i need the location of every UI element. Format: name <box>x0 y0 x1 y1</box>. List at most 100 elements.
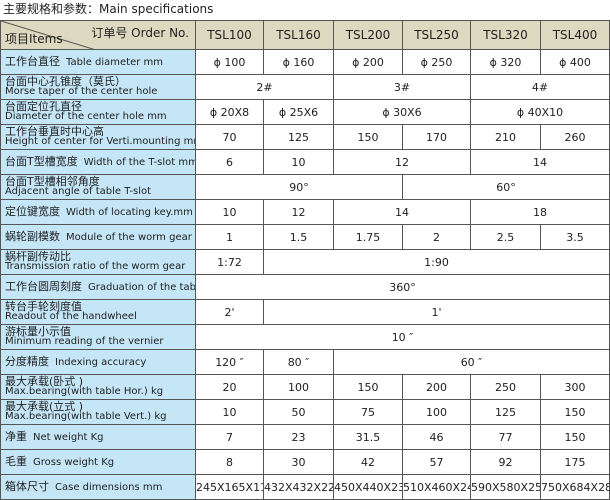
value-cell: ϕ 250 <box>402 49 471 75</box>
row-label: 台面T型槽宽度 Width of the T-slot mm <box>0 149 196 175</box>
value-cell: 14 <box>333 199 471 225</box>
value-cell: 1 <box>195 224 264 250</box>
value-cell: 10 <box>263 149 334 175</box>
model-header-tsl250: TSL250 <box>402 20 471 50</box>
table-row: 转台手轮刻度值 Readout of the handwheel 2' 1' <box>0 299 610 325</box>
row-label: 净重 Net weight Kg <box>0 424 196 450</box>
label-en: Max.bearing(with table Hor.) kg <box>5 386 164 397</box>
row-label: 游标量小示值 Minimum reading of the vernier <box>0 324 196 350</box>
value-cell: 12 <box>333 149 471 175</box>
label-en: Height of center for Verti.mounting mm <box>5 136 196 147</box>
label-cn: 分度精度 <box>5 354 49 368</box>
label-en: Readout of the handwheel <box>5 311 137 322</box>
table-row: 蜗杆副传动比 Transmission ratio of the worm gea… <box>0 249 610 275</box>
value-cell: 8 <box>195 449 264 475</box>
table-row: 游标量小示值 Minimum reading of the vernier 10 ″ <box>0 324 610 350</box>
value-cell: 70 <box>195 124 264 150</box>
value-cell: 3# <box>333 74 471 100</box>
value-cell: 31.5 <box>333 424 403 450</box>
value-cell: 510X460X240 <box>402 474 471 500</box>
model-header-tsl160: TSL160 <box>263 20 334 50</box>
header-corner-cell: 订单号 Order No. 项目Items <box>0 20 196 50</box>
specifications-table: 订单号 Order No. 项目Items TSL100 TSL160 TSL200… <box>0 20 610 500</box>
label-cn: 工作台垂直时中心高 <box>5 125 104 138</box>
value-cell: 2 <box>402 224 471 250</box>
value-cell: 120 ″ <box>195 349 264 375</box>
value-cell: 210 <box>470 124 541 150</box>
model-header-tsl200: TSL200 <box>333 20 403 50</box>
value-cell: 300 <box>540 374 610 400</box>
value-cell: 150 <box>333 374 403 400</box>
label-en: Case dimensions mm <box>55 481 163 493</box>
label-cn: 净重 <box>5 429 27 443</box>
label-cn: 最大承载(立式 ) <box>5 400 84 413</box>
value-cell: 60 ″ <box>333 349 610 375</box>
label-cn: 工作台直径 <box>5 54 60 68</box>
value-cell: 150 <box>333 124 403 150</box>
value-cell: ϕ 400 <box>540 49 610 75</box>
value-cell: 590X580X250 <box>470 474 541 500</box>
label-en: Module of the worm gear <box>66 231 192 243</box>
label-cn: 台面T型槽宽度 <box>5 154 78 168</box>
value-cell: ϕ 160 <box>263 49 334 75</box>
value-cell: 75 <box>333 399 403 425</box>
value-cell: 260 <box>540 124 610 150</box>
value-cell: 125 <box>263 124 334 150</box>
value-cell: 432X432X220 <box>263 474 334 500</box>
label-cn: 工作台圆周刻度 <box>5 279 82 293</box>
row-label: 最大承载(卧式 ) Max.bearing(with table Hor.) kg <box>0 374 196 400</box>
value-cell: 50 <box>263 399 334 425</box>
row-label: 最大承载(立式 ) Max.bearing(with table Vert.) k… <box>0 399 196 425</box>
label-cn: 最大承载(卧式 ) <box>5 375 84 388</box>
value-cell: 450X440X235 <box>333 474 403 500</box>
value-cell: ϕ 20X8 <box>195 99 264 125</box>
value-cell: 100 <box>263 374 334 400</box>
row-label: 工作台垂直时中心高 Height of center for Verti.moun… <box>0 124 196 150</box>
label-cn: 毛重 <box>5 454 27 468</box>
value-cell: 20 <box>195 374 264 400</box>
row-label: 转台手轮刻度值 Readout of the handwheel <box>0 299 196 325</box>
row-label: 毛重 Gross weight Kg <box>0 449 196 475</box>
value-cell: 750X684X286 <box>540 474 610 500</box>
value-cell: 92 <box>470 449 541 475</box>
value-cell: ϕ 320 <box>470 49 541 75</box>
page-title: 主要规格和参数：Main specifications <box>3 2 214 16</box>
value-cell: ϕ 40X10 <box>470 99 610 125</box>
value-cell: 60° <box>402 174 610 200</box>
value-cell: 2' <box>195 299 264 325</box>
label-en: Minimum reading of the vernier <box>5 336 164 347</box>
value-cell: 175 <box>540 449 610 475</box>
row-label: 台面定位孔直径 Diameter of the center hole mm <box>0 99 196 125</box>
table-row: 工作台垂直时中心高 Height of center for Verti.moun… <box>0 124 610 150</box>
value-cell: 3.5 <box>540 224 610 250</box>
value-cell: 10 <box>195 399 264 425</box>
label-cn: 蜗轮副模数 <box>5 229 60 243</box>
row-label: 台面中心孔锥度（莫氏） Morse taper of the center hol… <box>0 74 196 100</box>
value-cell: 23 <box>263 424 334 450</box>
table-row: 工作台直径 Table diameter mm ϕ 100 ϕ 160 ϕ 200 ϕ 2… <box>0 49 610 75</box>
label-en: Width of the T-slot mm <box>83 156 196 168</box>
table-row: 定位键宽度 Width of locating key.mm 10 12 14 18 <box>0 199 610 225</box>
order-no-label: 订单号 Order No. <box>91 26 189 40</box>
value-cell: 1' <box>263 299 610 325</box>
label-en: Transmission ratio of the worm gear <box>5 261 186 272</box>
label-en: Indexing accuracy <box>55 356 147 368</box>
value-cell: 245X165X112 <box>195 474 264 500</box>
value-cell: ϕ 25X6 <box>263 99 334 125</box>
value-cell: 7 <box>195 424 264 450</box>
diagonal-divider <box>1 21 93 49</box>
label-en: Diameter of the center hole mm <box>5 111 167 122</box>
value-cell: ϕ 30X6 <box>333 99 471 125</box>
items-label: 项目Items <box>5 32 63 46</box>
value-cell: 42 <box>333 449 403 475</box>
value-cell: 18 <box>470 199 610 225</box>
label-en: Max.bearing(with table Vert.) kg <box>5 411 167 422</box>
label-en: Morse taper of the center hole <box>5 86 158 97</box>
row-label: 蜗轮副模数 Module of the worm gear <box>0 224 196 250</box>
label-cn: 台面中心孔锥度（莫氏） <box>5 75 126 88</box>
value-cell: 14 <box>470 149 610 175</box>
value-cell: 125 <box>470 399 541 425</box>
row-label: 台面T型槽相邻角度 Adjacent angle of table T-slot <box>0 174 196 200</box>
label-cn: 蜗杆副传动比 <box>5 250 71 263</box>
table-row: 工作台圆周刻度 Graduation of the table 360° <box>0 274 610 300</box>
